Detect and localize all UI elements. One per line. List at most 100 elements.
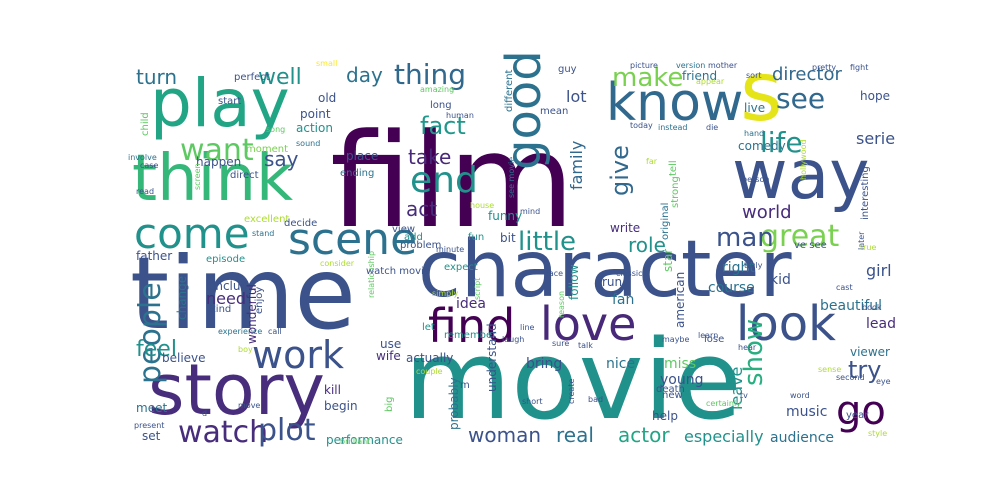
word-excellent: excellent xyxy=(244,214,289,225)
word-lose: lose xyxy=(704,334,724,345)
word-role: role xyxy=(628,233,666,257)
word-probably: probably xyxy=(447,377,461,430)
word-present: present xyxy=(134,421,164,430)
word-love: love xyxy=(540,297,636,351)
word-little: little xyxy=(518,227,576,257)
word-experience: experience xyxy=(218,327,262,336)
word-plot: plot xyxy=(258,413,316,448)
word-play: play xyxy=(150,65,290,142)
word-hear: hear xyxy=(738,343,757,352)
word-performance: performance xyxy=(326,433,403,447)
word-comedy: comedy xyxy=(738,139,786,153)
word-stand: stand xyxy=(252,229,274,238)
word-sound: sound xyxy=(296,139,320,148)
word-sure: sure xyxy=(552,339,569,348)
word-screen: screen xyxy=(193,163,202,190)
word-version: version xyxy=(676,61,705,70)
word-start: start xyxy=(218,96,241,107)
word-lot: lot xyxy=(566,87,587,106)
word-star: star xyxy=(661,249,675,272)
word-view: view xyxy=(392,224,415,235)
word-mother: mother xyxy=(708,61,738,70)
word-actually: actually xyxy=(406,351,453,365)
word-time: time xyxy=(130,235,356,352)
word-watch-movie: watch movie xyxy=(366,266,430,277)
word-lead: lead xyxy=(866,316,896,332)
word-end: end xyxy=(410,160,478,201)
word-picture: picture xyxy=(630,61,658,70)
word-actor: actor xyxy=(618,423,670,447)
word-director: director xyxy=(772,64,842,85)
word-turn: turn xyxy=(136,65,177,89)
word-audience: audience xyxy=(770,430,834,446)
word-laugh: laugh xyxy=(502,335,524,344)
word-bit: bit xyxy=(500,231,516,245)
word-guy: guy xyxy=(558,64,577,75)
word-help: help xyxy=(652,409,678,423)
word-amazing: amazing xyxy=(420,85,454,94)
word-come: come xyxy=(134,209,250,258)
word-story: story xyxy=(148,349,325,431)
word-miss: miss xyxy=(664,356,696,372)
word-write: write xyxy=(610,221,640,235)
word-movie: movie xyxy=(404,316,742,444)
word-eye: eye xyxy=(876,377,891,386)
word-watch: watch xyxy=(178,415,268,450)
word-talk: talk xyxy=(578,341,593,350)
word-go: go xyxy=(836,388,886,434)
word-change: change xyxy=(175,276,189,320)
word-place: place xyxy=(346,149,378,163)
word-learn: learn xyxy=(698,331,718,340)
word-work: work xyxy=(252,333,344,377)
word-line: line xyxy=(520,323,535,332)
word-course: course xyxy=(708,280,755,296)
word-take: take xyxy=(408,145,451,169)
word-show: show xyxy=(739,319,769,386)
word-far: far xyxy=(646,157,658,166)
word-especially: especially xyxy=(684,427,764,446)
word-hand: hand xyxy=(744,129,764,138)
word-move: move xyxy=(238,401,260,410)
word-couple: couple xyxy=(416,367,443,376)
word-life: life xyxy=(760,126,803,159)
word-fan: fan xyxy=(612,292,634,308)
word-boy: boy xyxy=(238,345,253,354)
word-classic: classic xyxy=(616,269,642,278)
word-mind: mind xyxy=(520,207,540,216)
word-maybe: maybe xyxy=(662,335,690,344)
word-instead: instead xyxy=(658,123,688,132)
word-small: small xyxy=(316,59,337,68)
word-different: different xyxy=(504,69,515,112)
word-try: try xyxy=(848,356,881,384)
word-original: original xyxy=(660,203,671,240)
word-viewer: viewer xyxy=(850,345,890,359)
word-pretty: pretty xyxy=(812,63,836,72)
word-moment: moment xyxy=(246,144,288,155)
word-year: year xyxy=(846,410,869,421)
word-old: old xyxy=(318,91,336,105)
word-nice: nice xyxy=(606,356,635,372)
word-friend: friend xyxy=(682,69,717,83)
word-include: include xyxy=(212,279,255,293)
word-know: know xyxy=(606,73,743,133)
word-act: act xyxy=(406,197,437,221)
word-strong: strong xyxy=(670,176,681,208)
word-house: house xyxy=(470,201,494,210)
word-relationship: relationship xyxy=(367,251,376,298)
word-involve: involve xyxy=(128,153,157,162)
word-find: find xyxy=(428,299,515,353)
word-scene: scene xyxy=(288,214,417,265)
word-man: man xyxy=(716,223,774,253)
word-funny: funny xyxy=(488,209,522,223)
word-d: d xyxy=(202,409,207,418)
word-need: need xyxy=(206,289,246,308)
word-child: child xyxy=(140,112,151,136)
word-right: right xyxy=(722,260,755,276)
word-bring: bring xyxy=(526,356,562,372)
word-cast: cast xyxy=(836,283,853,292)
word-use: use xyxy=(380,337,401,351)
word-truly: truly xyxy=(744,261,763,270)
word-remember: remember xyxy=(444,330,497,341)
